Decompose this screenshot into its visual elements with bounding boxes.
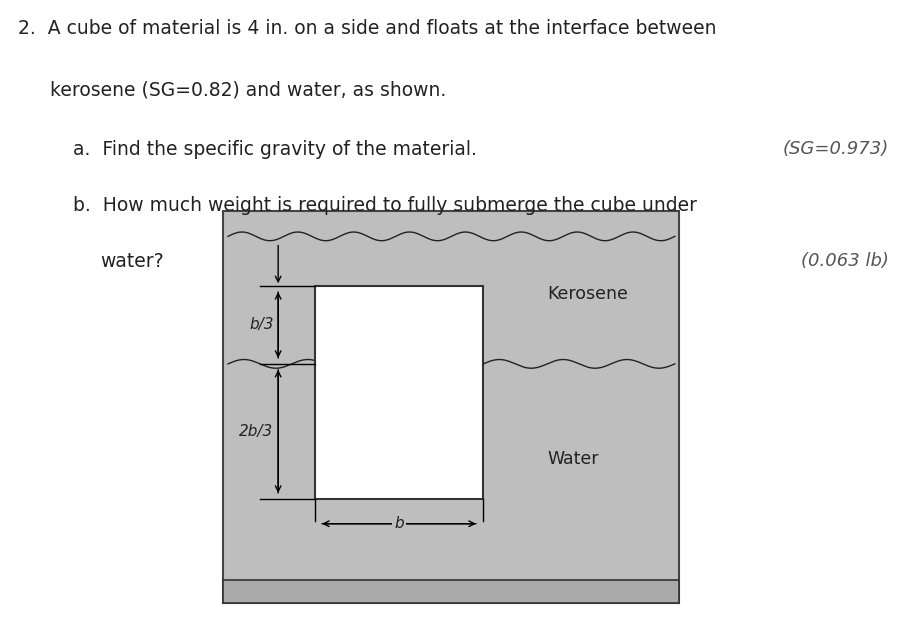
Bar [314, 286, 483, 499]
Text: 2b/3: 2b/3 [239, 424, 273, 439]
Text: Water: Water [547, 450, 598, 468]
Text: (0.063 lb): (0.063 lb) [801, 252, 888, 270]
Bar [223, 580, 679, 603]
Text: a.  Find the specific gravity of the material.: a. Find the specific gravity of the mate… [73, 140, 476, 159]
Text: b.  How much weight is required to fully submerge the cube under: b. How much weight is required to fully … [73, 196, 696, 215]
Bar [223, 580, 679, 603]
Text: water?: water? [100, 252, 164, 271]
Text: b: b [394, 516, 404, 531]
FancyBboxPatch shape [223, 211, 679, 603]
Text: kerosene (SG=0.82) and water, as shown.: kerosene (SG=0.82) and water, as shown. [50, 81, 445, 100]
Text: 2.  A cube of material is 4 in. on a side and floats at the interface between: 2. A cube of material is 4 in. on a side… [18, 19, 716, 38]
Text: (SG=0.973): (SG=0.973) [782, 140, 888, 158]
Text: Kerosene: Kerosene [547, 285, 628, 303]
Text: b/3: b/3 [249, 317, 273, 333]
